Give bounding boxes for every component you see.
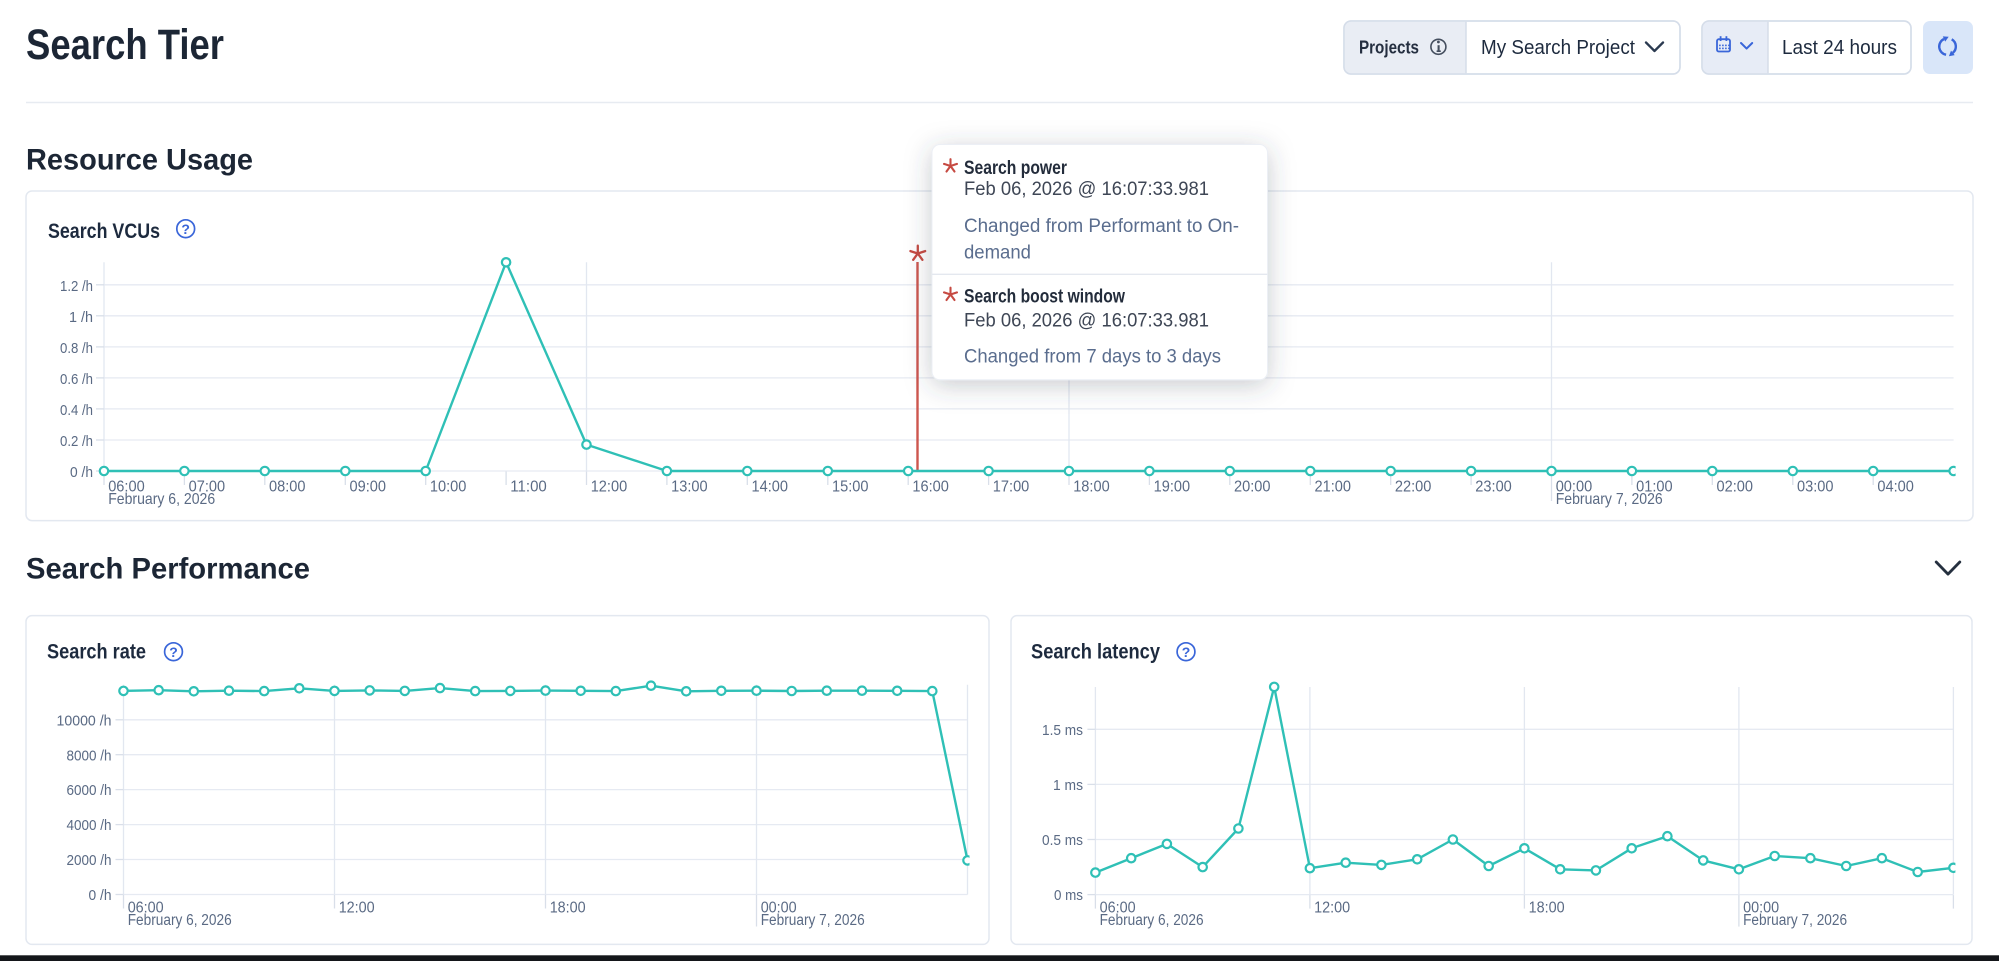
svg-text:Search latency: Search latency: [1031, 640, 1160, 664]
svg-text:Last 24 hours: Last 24 hours: [1782, 37, 1897, 59]
svg-text:Changed from Performant to On-: Changed from Performant to On-: [964, 216, 1239, 237]
svg-text:07:00: 07:00: [189, 478, 226, 495]
svg-text:18:00: 18:00: [550, 899, 586, 916]
svg-text:1.5 ms: 1.5 ms: [1042, 722, 1083, 739]
svg-text:Search Performance: Search Performance: [26, 552, 310, 585]
svg-text:06:00: 06:00: [128, 899, 164, 916]
svg-text:10000 /h: 10000 /h: [57, 712, 112, 729]
svg-text:My Search Project: My Search Project: [1481, 37, 1635, 59]
svg-text:15:00: 15:00: [832, 478, 869, 495]
svg-text:Resource Usage: Resource Usage: [26, 143, 253, 176]
svg-text:12:00: 12:00: [591, 478, 628, 495]
svg-text:February 6, 2026: February 6, 2026: [128, 912, 232, 929]
svg-text:Search VCUs: Search VCUs: [48, 219, 160, 243]
svg-text:00:00: 00:00: [761, 899, 797, 916]
svg-text:0.2 /h: 0.2 /h: [60, 433, 93, 450]
svg-text:0.5 ms: 0.5 ms: [1042, 832, 1083, 849]
svg-text:08:00: 08:00: [269, 478, 306, 495]
svg-text:06:00: 06:00: [108, 478, 145, 495]
svg-text:0 /h: 0 /h: [70, 464, 93, 481]
svg-text:00:00: 00:00: [1556, 478, 1593, 495]
svg-text:03:00: 03:00: [1797, 478, 1834, 495]
svg-text:18:00: 18:00: [1529, 899, 1565, 916]
svg-text:0.4 /h: 0.4 /h: [60, 402, 93, 419]
svg-text:2000 /h: 2000 /h: [67, 852, 112, 869]
svg-text:0.6 /h: 0.6 /h: [60, 371, 93, 388]
svg-text:13:00: 13:00: [671, 478, 708, 495]
svg-text:22:00: 22:00: [1395, 478, 1432, 495]
svg-text:February 7, 2026: February 7, 2026: [1556, 491, 1663, 508]
svg-text:21:00: 21:00: [1315, 478, 1352, 495]
svg-text:Feb 06, 2026 @ 16:07:33.981: Feb 06, 2026 @ 16:07:33.981: [964, 179, 1209, 200]
svg-text:?: ?: [181, 221, 190, 237]
svg-text:20:00: 20:00: [1234, 478, 1271, 495]
svg-text:17:00: 17:00: [993, 478, 1030, 495]
svg-text:14:00: 14:00: [752, 478, 789, 495]
svg-text:Changed from 7 days to 3 days: Changed from 7 days to 3 days: [964, 346, 1221, 367]
svg-text:February 6, 2026: February 6, 2026: [108, 491, 215, 508]
svg-text:8000 /h: 8000 /h: [67, 747, 112, 764]
svg-text:1.2 /h: 1.2 /h: [60, 278, 93, 295]
svg-text:demand: demand: [964, 242, 1031, 263]
svg-text:06:00: 06:00: [1100, 899, 1136, 916]
svg-text:02:00: 02:00: [1717, 478, 1754, 495]
svg-text:1 /h: 1 /h: [69, 309, 93, 326]
svg-text:18:00: 18:00: [1073, 478, 1110, 495]
svg-text:10:00: 10:00: [430, 478, 467, 495]
svg-text:Feb 06, 2026 @ 16:07:33.981: Feb 06, 2026 @ 16:07:33.981: [964, 310, 1209, 331]
svg-text:Search Tier: Search Tier: [26, 21, 224, 69]
svg-text:6000 /h: 6000 /h: [67, 782, 112, 799]
svg-text:00:00: 00:00: [1743, 899, 1779, 916]
svg-text:19:00: 19:00: [1154, 478, 1191, 495]
svg-text:12:00: 12:00: [1314, 899, 1350, 916]
svg-text:11:00: 11:00: [510, 478, 547, 495]
svg-text:0 /h: 0 /h: [89, 887, 112, 904]
svg-text:0 ms: 0 ms: [1054, 887, 1083, 904]
svg-text:February 7, 2026: February 7, 2026: [1743, 912, 1847, 929]
svg-text:12:00: 12:00: [339, 899, 375, 916]
svg-text:Search rate: Search rate: [47, 640, 146, 664]
svg-text:February 6, 2026: February 6, 2026: [1100, 912, 1204, 929]
svg-text:Search boost window: Search boost window: [964, 287, 1125, 308]
svg-text:1 ms: 1 ms: [1053, 777, 1083, 794]
svg-text:4000 /h: 4000 /h: [67, 817, 112, 834]
svg-text:04:00: 04:00: [1877, 478, 1914, 495]
svg-text:?: ?: [169, 644, 178, 660]
svg-text:09:00: 09:00: [350, 478, 387, 495]
svg-text:Projects: Projects: [1359, 37, 1419, 58]
svg-text:February 7, 2026: February 7, 2026: [761, 912, 865, 929]
svg-text:Search power: Search power: [964, 158, 1067, 179]
svg-text:01:00: 01:00: [1636, 478, 1673, 495]
svg-text:?: ?: [1182, 644, 1191, 660]
svg-text:16:00: 16:00: [912, 478, 949, 495]
svg-text:0.8 /h: 0.8 /h: [60, 340, 93, 357]
svg-text:23:00: 23:00: [1475, 478, 1512, 495]
